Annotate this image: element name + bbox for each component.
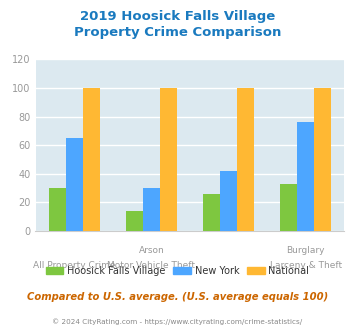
Bar [160,88,177,231]
Text: All Property Crime: All Property Crime [33,261,115,270]
Bar [280,184,297,231]
Bar [66,138,83,231]
Text: Burglary: Burglary [286,246,325,255]
Bar [49,188,66,231]
Text: Arson: Arson [138,246,164,255]
Bar [220,171,237,231]
Bar [203,194,220,231]
Bar [126,211,143,231]
Text: © 2024 CityRating.com - https://www.cityrating.com/crime-statistics/: © 2024 CityRating.com - https://www.city… [53,318,302,325]
Text: Motor Vehicle Theft: Motor Vehicle Theft [107,261,195,270]
Text: Larceny & Theft: Larceny & Theft [270,261,342,270]
Bar [237,88,254,231]
Bar [314,88,331,231]
Legend: Hoosick Falls Village, New York, National: Hoosick Falls Village, New York, Nationa… [42,262,313,280]
Bar [83,88,100,231]
Text: 2019 Hoosick Falls Village
Property Crime Comparison: 2019 Hoosick Falls Village Property Crim… [74,10,281,39]
Text: Compared to U.S. average. (U.S. average equals 100): Compared to U.S. average. (U.S. average … [27,292,328,302]
Bar [297,122,314,231]
Bar [143,188,160,231]
